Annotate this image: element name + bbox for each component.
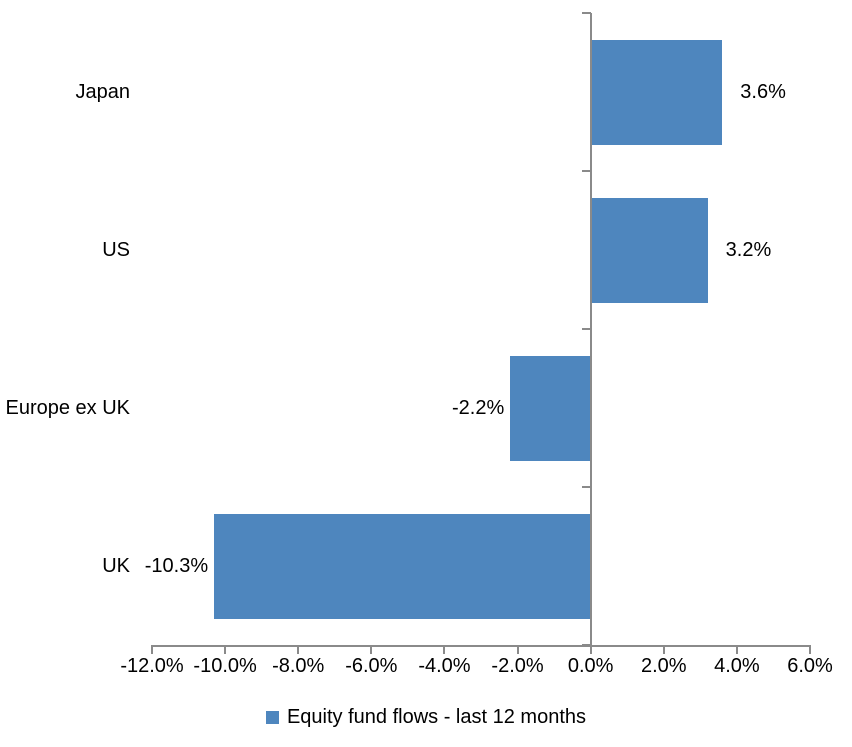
x-tick-label: -6.0% xyxy=(345,655,398,677)
data-label-japan: 3.6% xyxy=(740,80,786,103)
x-tick-label: -10.0% xyxy=(193,655,257,677)
x-tick-label: -4.0% xyxy=(418,655,471,677)
plot-area: 3.6% 3.2% -2.2% -10.3% xyxy=(145,13,810,645)
bar-europe-ex-uk xyxy=(510,355,591,461)
data-label-europe-ex-uk: -2.2% xyxy=(451,396,505,419)
category-label-japan: Japan xyxy=(75,80,131,103)
category-label-us: US xyxy=(102,238,130,261)
x-tick-label: 6.0% xyxy=(787,655,833,677)
x-tick xyxy=(809,645,811,654)
category-label-uk: UK xyxy=(102,554,130,577)
x-tick xyxy=(662,645,665,654)
x-axis-line xyxy=(152,645,810,647)
x-tick xyxy=(735,645,738,654)
x-tick-label: 0.0% xyxy=(567,655,614,677)
x-tick xyxy=(443,645,446,654)
category-axis-line xyxy=(589,13,592,654)
legend-label: Equity fund flows - last 12 months xyxy=(286,705,587,728)
x-tick-label: -2.0% xyxy=(491,655,544,677)
category-tick xyxy=(581,170,591,172)
x-tick-label: -8.0% xyxy=(272,655,325,677)
data-label-us: 3.2% xyxy=(725,238,772,261)
x-tick-label: 4.0% xyxy=(714,655,760,677)
category-label-europe-ex-uk: Europe ex UK xyxy=(5,396,130,419)
bar-uk xyxy=(214,513,591,619)
x-tick xyxy=(224,645,227,654)
category-tick xyxy=(581,486,591,488)
category-tick xyxy=(581,12,591,14)
x-tick-label: -12.0% xyxy=(120,655,184,677)
x-tick xyxy=(516,645,519,654)
category-tick xyxy=(581,328,591,330)
legend-swatch-icon xyxy=(265,710,279,724)
category-tick xyxy=(581,644,591,646)
bar-us xyxy=(590,197,708,303)
x-tick xyxy=(370,645,373,654)
x-tick xyxy=(151,645,153,654)
data-label-uk: -10.3% xyxy=(144,554,209,577)
x-tick xyxy=(297,645,300,654)
x-tick-label: 2.0% xyxy=(640,655,687,677)
bar-japan xyxy=(590,39,723,145)
legend: Equity fund flows - last 12 months xyxy=(0,701,852,733)
